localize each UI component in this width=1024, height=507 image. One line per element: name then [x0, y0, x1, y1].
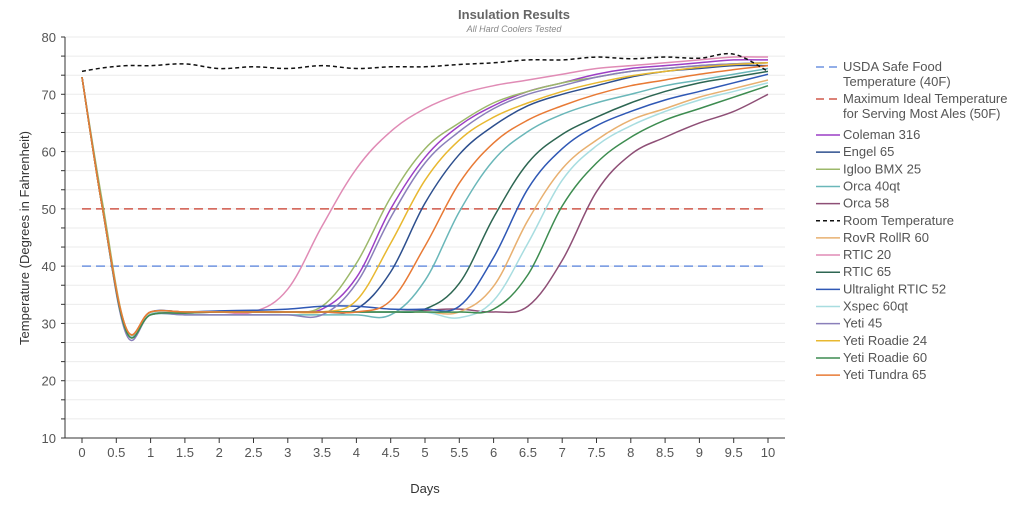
legend-label: Orca 40qt [843, 178, 900, 193]
legend-label: RTIC 20 [843, 247, 891, 262]
series-line [81, 64, 769, 336]
chart-title: Insulation Results [458, 7, 570, 22]
y-tick-label: 70 [42, 87, 56, 102]
x-tick-label: 1.5 [176, 445, 194, 460]
series-line [81, 56, 769, 336]
x-tick-label: 2 [216, 445, 223, 460]
x-tick-label: 7.5 [587, 445, 605, 460]
x-tick-label: 5 [421, 445, 428, 460]
legend-label: Igloo BMX 25 [843, 161, 921, 176]
x-tick-label: 7 [559, 445, 566, 460]
x-tick-label: 3 [284, 445, 291, 460]
legend-label: RovR RollR 60 [843, 230, 929, 245]
legend-label: Temperature (40F) [843, 74, 951, 89]
legend-label: Yeti 45 [843, 316, 882, 331]
axes: 10 20 30 40 50 60 70 80 0 0.5 1 1.5 2 2.5 3 3.5 4 4.5 5 5.5… [42, 30, 785, 460]
series-line [81, 76, 769, 339]
x-tick-label: 3.5 [313, 445, 331, 460]
x-tick-label: 4.5 [382, 445, 400, 460]
x-tick-label: 8.5 [656, 445, 674, 460]
x-tick-label: 5.5 [450, 445, 468, 460]
y-tick-label: 20 [42, 374, 56, 389]
legend-label: Yeti Roadie 24 [843, 333, 927, 348]
series-lines [81, 52, 769, 342]
x-tick-label: 9.5 [725, 445, 743, 460]
y-tick-label: 80 [42, 30, 56, 45]
x-tick-label: 6 [490, 445, 497, 460]
chart-subtitle: All Hard Coolers Tested [466, 24, 563, 34]
x-tick-label: 2.5 [244, 445, 262, 460]
y-tick-label: 40 [42, 259, 56, 274]
series-line [81, 58, 769, 336]
legend-label: Yeti Roadie 60 [843, 350, 927, 365]
legend-label: Orca 58 [843, 196, 889, 211]
series-line [81, 62, 769, 336]
series-line [81, 62, 769, 342]
legend-label: Xspec 60qt [843, 299, 908, 314]
y-tick-label: 10 [42, 431, 56, 446]
legend-label: USDA Safe Food [843, 59, 942, 74]
x-tick-label: 0.5 [107, 445, 125, 460]
series-line [81, 76, 769, 339]
x-tick-label: 6.5 [519, 445, 537, 460]
y-tick-label: 30 [42, 316, 56, 331]
series-line [81, 62, 769, 336]
x-tick-label: 4 [353, 445, 360, 460]
y-tick-label: 60 [42, 145, 56, 160]
series-line [81, 64, 769, 339]
legend-label: Room Temperature [843, 213, 954, 228]
y-axis-label: Temperature (Degrees in Fahrenheit) [17, 131, 32, 345]
legend-label: RTIC 65 [843, 264, 891, 279]
x-tick-label: 1 [147, 445, 154, 460]
x-axis-label: Days [410, 481, 440, 496]
x-tick-label: 8 [627, 445, 634, 460]
series-line [81, 76, 769, 339]
x-tick-label: 9 [696, 445, 703, 460]
legend-label: Coleman 316 [843, 127, 920, 142]
legend-label: Engel 65 [843, 144, 894, 159]
legend-label: for Serving Most Ales (50F) [843, 106, 1001, 121]
series-line [81, 52, 769, 73]
legend-label: Ultralight RTIC 52 [843, 281, 946, 296]
x-tick-label: 0 [78, 445, 85, 460]
legend-label: Maximum Ideal Temperature [843, 91, 1008, 106]
legend-label: Yeti Tundra 65 [843, 367, 926, 382]
series-line [81, 76, 769, 339]
y-tick-label: 50 [42, 202, 56, 217]
x-tick-label: 10 [761, 445, 775, 460]
